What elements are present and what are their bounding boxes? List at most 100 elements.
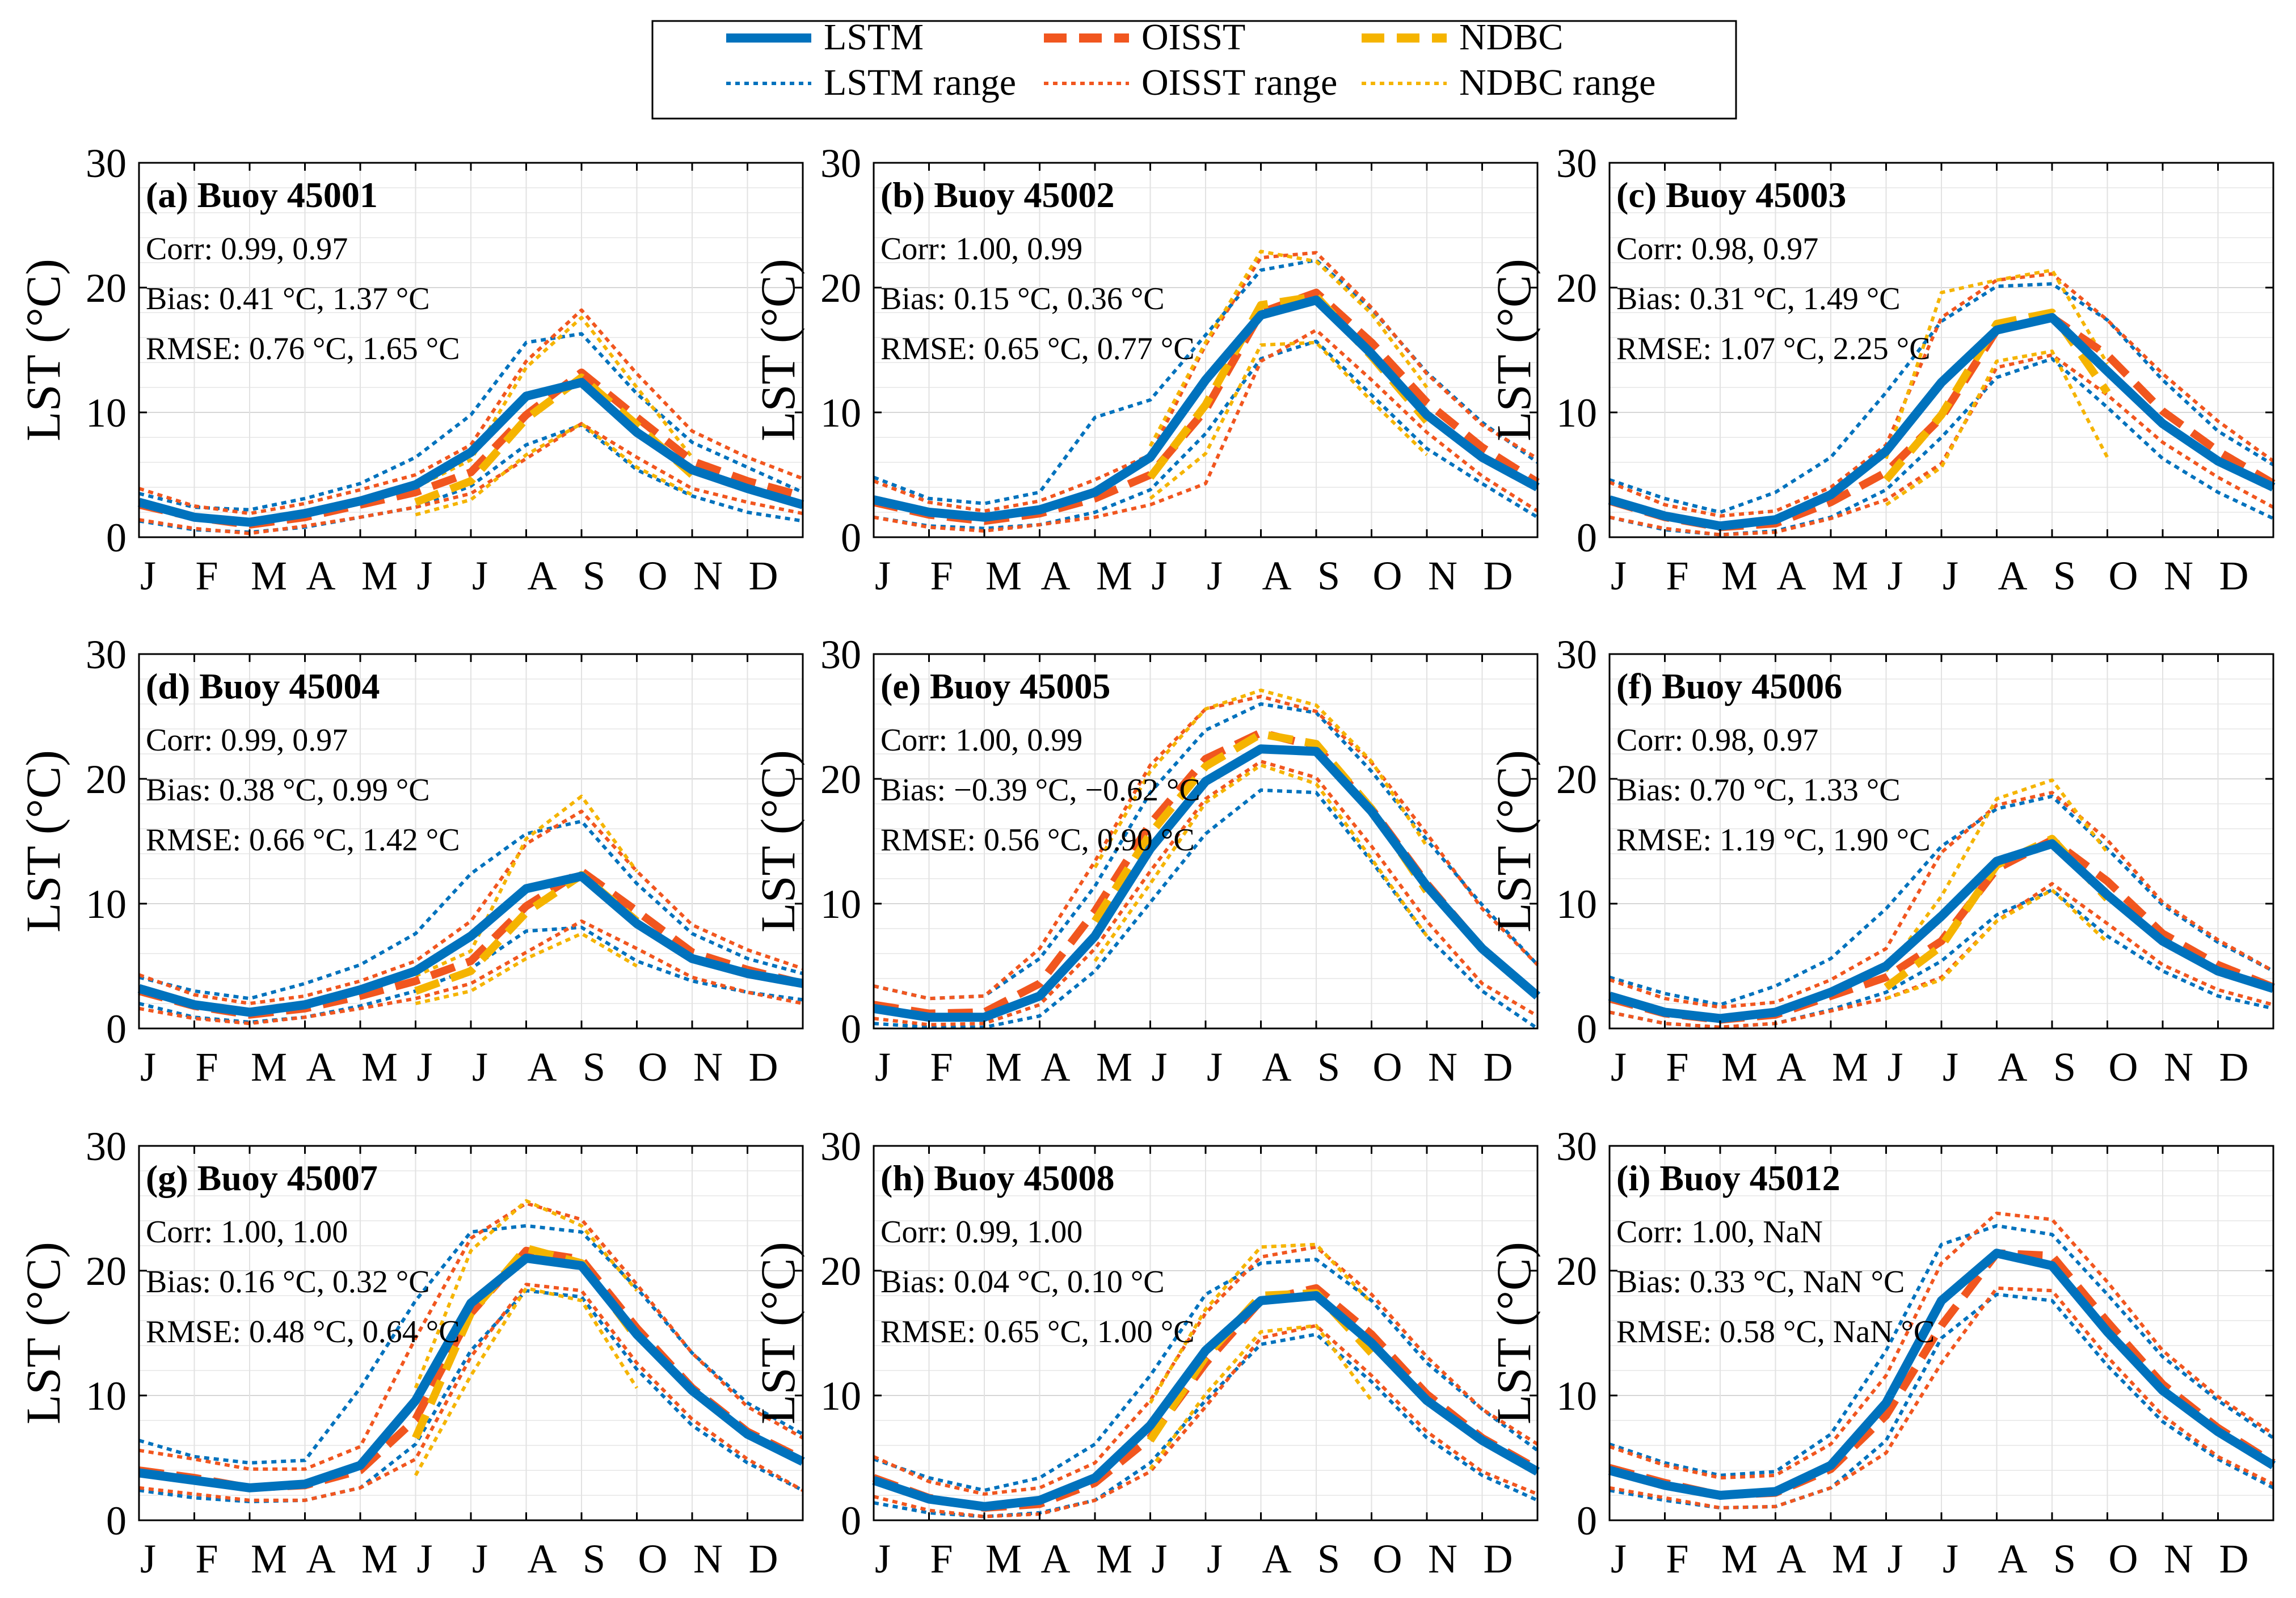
series-group: [1608, 778, 2275, 1029]
x-tick-label: N: [693, 1044, 723, 1090]
ticks: [1608, 1145, 2274, 1521]
y-axis-label: LST (°C): [751, 1242, 805, 1424]
x-tick-label: J: [1888, 1536, 1903, 1582]
x-tick-label: J: [875, 553, 891, 598]
x-tick-label: J: [140, 1044, 156, 1090]
panel-title: (g) Buoy 45007: [146, 1158, 378, 1198]
x-tick-label: M: [1832, 553, 1868, 598]
x-tick-label: N: [1428, 553, 1457, 598]
series-lstm-line: [873, 744, 1541, 1022]
series-lstm-line: [873, 296, 1540, 522]
series-group: [873, 688, 1541, 1030]
x-tick-label: M: [1721, 1044, 1758, 1090]
y-axis-label: LST (°C): [751, 750, 805, 933]
legend-label-5: NDBC range: [1459, 62, 1655, 103]
x-tick-label: S: [1317, 1536, 1340, 1582]
y-tick-label: 20: [1556, 1249, 1597, 1294]
x-tick-label: S: [2053, 553, 2076, 598]
x-tick-label: N: [2164, 1044, 2193, 1090]
y-tick-label: 30: [820, 141, 861, 186]
x-tick-label: N: [2164, 553, 2193, 598]
x-tick-label: A: [1777, 553, 1806, 598]
y-tick-label: 0: [841, 515, 861, 560]
x-tick-label: D: [749, 553, 778, 598]
series-ndbc-range-max: [1148, 1242, 1373, 1404]
series-lstm-range-min: [873, 339, 1539, 530]
series-ndbc-range-min: [1149, 340, 1429, 500]
x-tick-label: J: [1152, 553, 1168, 598]
y-tick-label: 20: [820, 1249, 861, 1294]
x-tick-label: J: [417, 553, 433, 598]
x-tick-label: M: [361, 1536, 398, 1582]
x-tick-label: J: [1943, 1044, 1958, 1090]
x-tick-label: N: [1428, 1536, 1457, 1582]
series-lstm-line: [137, 871, 804, 1017]
x-tick-label: N: [2164, 1536, 2193, 1582]
y-tick-label: 10: [86, 882, 127, 927]
ticks: [1608, 653, 2274, 1030]
ticks: [138, 1145, 804, 1521]
x-tick-label: A: [1041, 553, 1071, 598]
x-tick-label: D: [1484, 553, 1513, 598]
y-tick-label: 20: [1556, 757, 1597, 802]
x-tick-label: M: [251, 1536, 287, 1582]
stat-bias: Bias: 0.16 °C, 0.32 °C: [146, 1264, 430, 1300]
x-tick-label: A: [1262, 1044, 1292, 1090]
x-tick-label: M: [1096, 1536, 1132, 1582]
x-tick-label: N: [693, 1536, 723, 1582]
panel-title: (i) Buoy 45012: [1616, 1158, 1840, 1198]
x-tick-label: J: [875, 1536, 891, 1582]
series-lstm-range-min: [873, 1333, 1539, 1519]
x-tick-label: A: [1998, 1044, 2028, 1090]
y-tick-label: 20: [86, 757, 127, 802]
series-lstm-range-min: [1609, 1292, 2274, 1510]
series-lstm-line: [1608, 1249, 2276, 1500]
x-tick-label: A: [306, 1536, 336, 1582]
stat-bias: Bias: 0.38 °C, 0.99 °C: [146, 773, 430, 808]
series-oisst-range-max: [138, 308, 804, 516]
series-oisst-range-max: [1609, 1211, 2274, 1480]
x-tick-label: F: [1666, 1044, 1689, 1090]
x-tick-label: M: [1096, 1044, 1132, 1090]
series-ndbc-range-min: [414, 1286, 639, 1477]
x-tick-label: O: [638, 553, 668, 598]
stat-corr: Corr: 1.00, 1.00: [146, 1215, 348, 1250]
y-tick-label: 10: [820, 390, 861, 436]
series-lstm-line: [1608, 839, 2275, 1023]
y-tick-label: 30: [86, 632, 127, 677]
x-tick-label: N: [693, 553, 723, 598]
x-tick-label: O: [1373, 1044, 1402, 1090]
stat-rmse: RMSE: 1.07 °C, 2.25 °C: [1616, 331, 1931, 366]
x-tick-label: A: [528, 1536, 557, 1582]
x-tick-label: S: [1317, 553, 1340, 598]
y-tick-label: 10: [1556, 390, 1597, 436]
x-tick-label: M: [985, 1536, 1022, 1582]
legend-label-1: OISST: [1141, 16, 1245, 58]
x-tick-label: D: [2219, 1044, 2249, 1090]
x-tick-label: F: [196, 553, 218, 598]
stat-corr: Corr: 1.00, NaN: [1616, 1215, 1823, 1250]
panel-title: (f) Buoy 45006: [1616, 666, 1842, 706]
legend-label-4: OISST range: [1141, 62, 1337, 103]
x-tick-label: F: [1666, 553, 1689, 598]
x-tick-label: J: [417, 1044, 433, 1090]
y-tick-label: 20: [86, 265, 127, 311]
x-tick-label: M: [361, 1044, 398, 1090]
stat-rmse: RMSE: 1.19 °C, 1.90 °C: [1616, 823, 1931, 858]
x-tick-label: M: [361, 553, 398, 598]
series-ndbc-range-max: [415, 315, 694, 489]
y-tick-label: 10: [1556, 1373, 1597, 1419]
y-axis-label: LST (°C): [16, 259, 70, 441]
x-tick-label: O: [638, 1536, 668, 1582]
series-lstm-line: [872, 1291, 1540, 1511]
panel-title: (a) Buoy 45001: [146, 175, 378, 215]
series-group: [138, 1199, 805, 1503]
panel-title: (c) Buoy 45003: [1616, 175, 1846, 215]
x-tick-label: A: [1998, 1536, 2028, 1582]
x-tick-label: M: [1721, 1536, 1758, 1582]
series-ndbc-range-max: [415, 794, 638, 978]
legend: LSTM OISST NDBC LSTM range OISST range NDBC r…: [651, 16, 1737, 120]
